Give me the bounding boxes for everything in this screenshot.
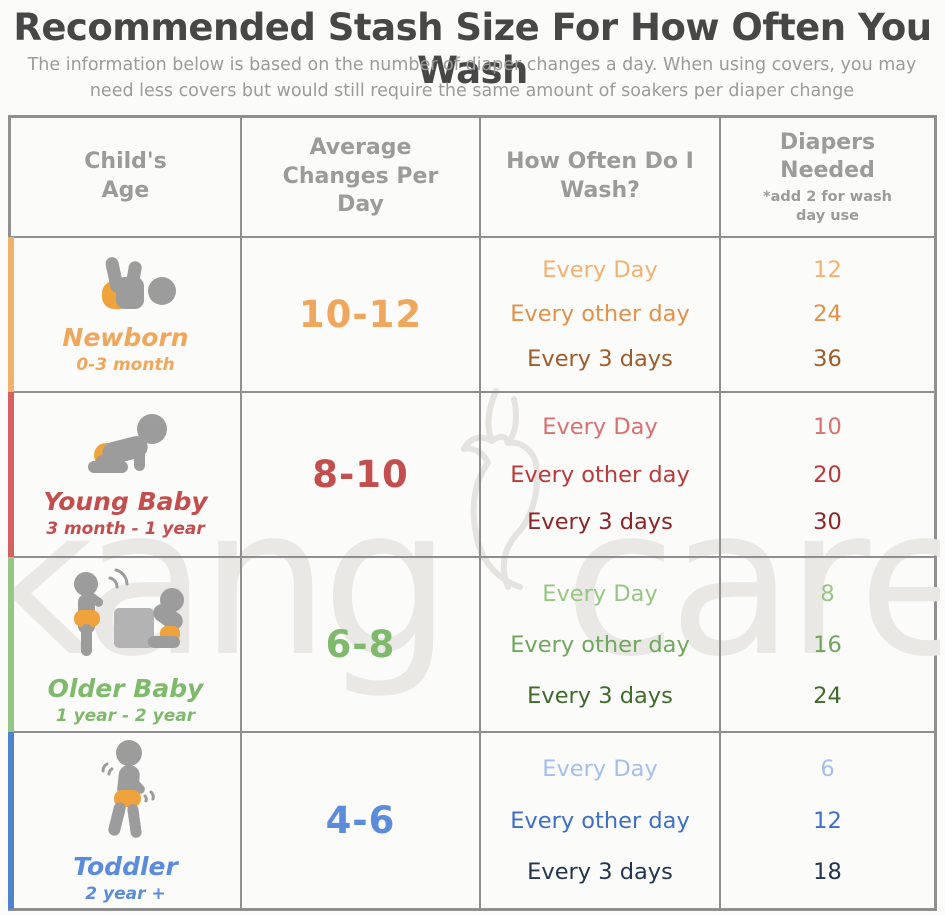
wash-option: Every other day [510, 301, 690, 328]
walking-toddler-icon [100, 739, 155, 838]
age-range: 2 year + [85, 883, 166, 904]
wash-option: Every 3 days [527, 345, 673, 372]
header-childs-age: Child's Age [11, 118, 242, 238]
changes-per-day-cell: 6-8 [242, 558, 481, 733]
page-title: Recommended Stash Size For How Often You… [13, 6, 932, 92]
newborn-lying-baby-icon [101, 256, 176, 309]
diapers-needed-value: 36 [813, 345, 842, 372]
age-group-name: Toddler [73, 851, 178, 881]
diapers-needed-value: 12 [813, 807, 842, 834]
child-age-cell: Young Baby 3 month - 1 year [11, 393, 242, 558]
page-subtitle: The information below is based on the nu… [27, 55, 917, 102]
header-how-often-wash: How Often Do I Wash? [481, 118, 721, 238]
diapers-needed-value: 24 [813, 682, 842, 709]
wash-option: Every Day [542, 257, 658, 284]
changes-per-day-cell: 10-12 [242, 238, 481, 393]
wash-frequency-cell: Every Day Every other day Every 3 days [481, 558, 721, 733]
changes-per-day-cell: 8-10 [242, 393, 481, 558]
child-age-cell: Older Baby 1 year - 2 year [11, 558, 242, 733]
diapers-needed-cell: 12 24 36 [721, 238, 934, 393]
age-group-name: Young Baby [43, 486, 208, 516]
diapers-needed-value: 12 [813, 257, 842, 284]
table-row-newborn: Newborn 0-3 month 10-12 Every Day Every … [8, 237, 934, 394]
wash-option: Every Day [542, 755, 658, 782]
diapers-needed-value: 30 [813, 509, 842, 536]
header-label: Average Changes Per Day [282, 135, 439, 218]
row-accent-bar [8, 237, 14, 394]
wash-option: Every Day [542, 580, 658, 607]
wash-option: Every Day [542, 413, 658, 440]
table-header-row: Child's Age Average Changes Per Day How … [11, 118, 934, 238]
wash-option: Every 3 days [527, 509, 673, 536]
header-label: Diapers Needed [779, 129, 876, 184]
header-label: How Often Do I Wash? [506, 149, 694, 203]
wash-option: Every other day [510, 461, 690, 488]
child-age-cell: Newborn 0-3 month [11, 238, 242, 393]
header-diapers-needed: Diapers Needed *add 2 for wash day use [721, 118, 934, 238]
diapers-needed-value: 8 [820, 580, 835, 607]
table-row-older-baby: Older Baby 1 year - 2 year 6-8 Every Day… [8, 557, 934, 734]
stash-size-table: kang care Child's Age Average Changes Pe… [8, 115, 940, 911]
wash-option: Every 3 days [527, 682, 673, 709]
diapers-needed-value: 18 [813, 859, 842, 886]
header-average-changes: Average Changes Per Day [242, 118, 481, 238]
age-range: 1 year - 2 year [55, 705, 196, 726]
wash-frequency-cell: Every Day Every other day Every 3 days [481, 733, 721, 908]
wash-frequency-cell: Every Day Every other day Every 3 days [481, 238, 721, 393]
header-label: Child's Age [84, 149, 167, 203]
playing-babies-icon [73, 568, 184, 656]
age-group-name: Older Baby [47, 673, 204, 703]
wash-frequency-cell: Every Day Every other day Every 3 days [481, 393, 721, 558]
age-group-name: Newborn [62, 322, 189, 352]
row-accent-bar [8, 557, 14, 734]
diapers-needed-value: 24 [813, 301, 842, 328]
diapers-needed-cell: 10 20 30 [721, 393, 934, 558]
diapers-needed-value: 6 [820, 755, 835, 782]
row-accent-bar [8, 732, 14, 909]
wash-option: Every other day [510, 631, 690, 658]
crawling-baby-icon [87, 413, 167, 473]
wash-option: Every other day [510, 807, 690, 834]
table-row-toddler: Toddler 2 year + 4-6 Every Day Every oth… [8, 732, 934, 909]
wash-option: Every 3 days [527, 859, 673, 886]
changes-per-day-cell: 4-6 [242, 733, 481, 908]
row-accent-bar [8, 392, 14, 559]
child-age-cell: Toddler 2 year + [11, 733, 242, 908]
age-range: 0-3 month [76, 354, 175, 375]
age-range: 3 month - 1 year [46, 518, 205, 539]
diapers-needed-value: 10 [813, 413, 842, 440]
table-row-young-baby: Young Baby 3 month - 1 year 8-10 Every D… [8, 392, 934, 559]
header-note: *add 2 for wash day use [763, 188, 892, 224]
diapers-needed-cell: 8 16 24 [721, 558, 934, 733]
diapers-needed-value: 16 [813, 631, 842, 658]
diapers-needed-cell: 6 12 18 [721, 733, 934, 908]
diapers-needed-value: 20 [813, 461, 842, 488]
